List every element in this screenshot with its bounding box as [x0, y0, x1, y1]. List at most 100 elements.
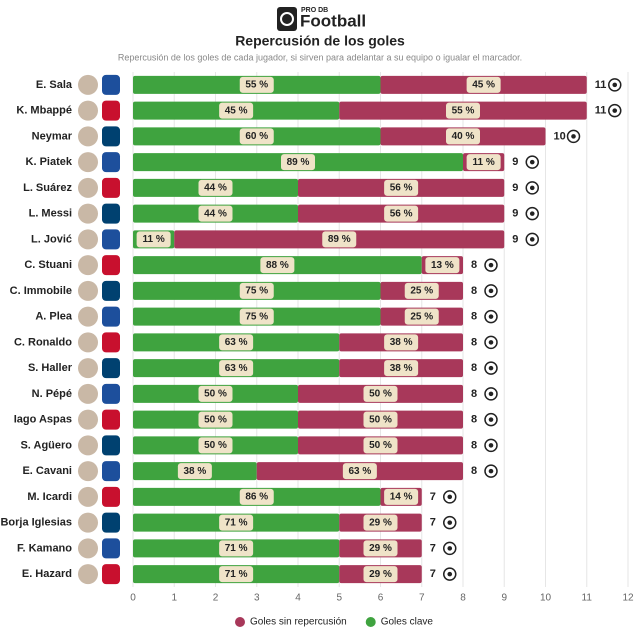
value-label: 11 % [143, 234, 165, 245]
player-photo [78, 280, 98, 301]
x-tick-label: 0 [130, 593, 136, 604]
player-name: L. Jović [31, 233, 72, 245]
ball-icon-patch [529, 237, 535, 242]
brand-icon [277, 7, 297, 31]
total-label: 7 [430, 517, 436, 529]
legend-label: Goles sin repercusión [250, 617, 347, 628]
value-label-bg [384, 334, 419, 351]
ball-icon-patch [529, 211, 535, 216]
x-tick-label: 10 [540, 593, 552, 604]
player-photo [78, 100, 98, 121]
value-label-bg [363, 566, 398, 583]
total-label: 9 [512, 156, 518, 168]
value-label-bg [198, 205, 233, 222]
brand-small: PRO DB [301, 7, 328, 14]
value-label: 11 % [473, 157, 495, 168]
player-photo [78, 486, 98, 507]
x-tick-label: 4 [295, 593, 301, 604]
player-photo [78, 512, 98, 533]
x-tick-label: 11 [582, 593, 593, 604]
player-name: E. Sala [36, 79, 73, 91]
value-label: 44 % [204, 183, 227, 194]
player-name: C. Stuani [24, 259, 72, 271]
total-label: 7 [430, 542, 436, 554]
player-name: E. Cavani [22, 465, 72, 477]
value-label-bg [219, 360, 254, 377]
value-label-bg [322, 231, 357, 248]
value-label: 25 % [410, 286, 433, 297]
value-label: 50 % [204, 389, 227, 400]
player-photo [78, 203, 98, 224]
value-label: 25 % [410, 311, 433, 322]
value-label-bg [384, 488, 419, 505]
total-label: 8 [471, 439, 477, 451]
value-label: 56 % [390, 183, 413, 194]
ball-icon-patch [612, 108, 618, 113]
total-label: 8 [471, 414, 477, 426]
value-label: 88 % [266, 260, 289, 271]
player-name: M. Icardi [27, 491, 72, 503]
player-name: A. Plea [35, 311, 73, 323]
total-label: 8 [471, 285, 477, 297]
chart-title: Repercusión de los goles [235, 33, 405, 49]
player-name: L. Messi [29, 208, 72, 220]
player-photo [78, 332, 98, 353]
value-label: 38 % [390, 363, 413, 374]
ball-icon-patch [488, 365, 494, 371]
value-label: 45 % [225, 105, 248, 116]
club-badge [102, 74, 120, 95]
ball-icon-patch [447, 494, 453, 500]
club-badge [102, 358, 120, 379]
value-label-bg [239, 308, 274, 325]
total-label: 9 [512, 208, 518, 220]
chart-subtitle: Repercusión de los goles de cada jugador… [118, 52, 522, 62]
value-label-bg [363, 540, 398, 557]
player-photo [78, 383, 98, 404]
value-label: 50 % [369, 389, 392, 400]
value-label-bg [239, 128, 274, 145]
value-label-bg [384, 179, 419, 196]
value-label-bg [219, 334, 254, 351]
value-label: 56 % [390, 208, 413, 219]
value-label: 38 % [183, 466, 206, 477]
ball-icon-patch [529, 159, 535, 165]
club-badge [102, 461, 120, 482]
total-label: 9 [512, 233, 518, 245]
ball-icon-patch [488, 468, 494, 474]
club-badge [102, 100, 120, 121]
value-label-bg [446, 128, 480, 145]
player-photo [78, 358, 98, 379]
value-label: 13 % [431, 260, 454, 271]
total-label: 11 [595, 79, 607, 91]
value-label-bg [219, 514, 254, 531]
brand-icon-ball [280, 12, 294, 26]
x-tick-label: 2 [213, 593, 219, 604]
value-label-bg [260, 257, 295, 274]
ball-icon-patch [529, 185, 535, 191]
player-name: N. Pépé [32, 388, 72, 400]
value-label: 75 % [245, 311, 268, 322]
x-tick-label: 6 [378, 593, 384, 604]
ball-icon-patch [447, 571, 453, 577]
player-photo [78, 461, 98, 482]
value-label: 55 % [245, 80, 268, 91]
value-label-bg [384, 205, 419, 222]
ball-icon-patch [488, 417, 494, 422]
player-photo [78, 126, 98, 147]
value-label-bg [239, 488, 274, 505]
player-photo [78, 229, 98, 250]
value-label: 14 % [390, 492, 413, 503]
value-label: 50 % [369, 414, 392, 425]
total-label: 8 [471, 336, 477, 348]
legend-label: Goles clave [381, 617, 434, 628]
club-badge [102, 255, 120, 276]
player-photo [78, 255, 98, 276]
value-label: 50 % [369, 440, 392, 451]
value-label: 29 % [369, 569, 392, 580]
value-label-bg [363, 411, 398, 428]
ball-icon-patch [488, 262, 494, 268]
player-photo [78, 564, 98, 585]
x-tick-label: 3 [254, 593, 260, 604]
value-label-bg [198, 437, 233, 454]
